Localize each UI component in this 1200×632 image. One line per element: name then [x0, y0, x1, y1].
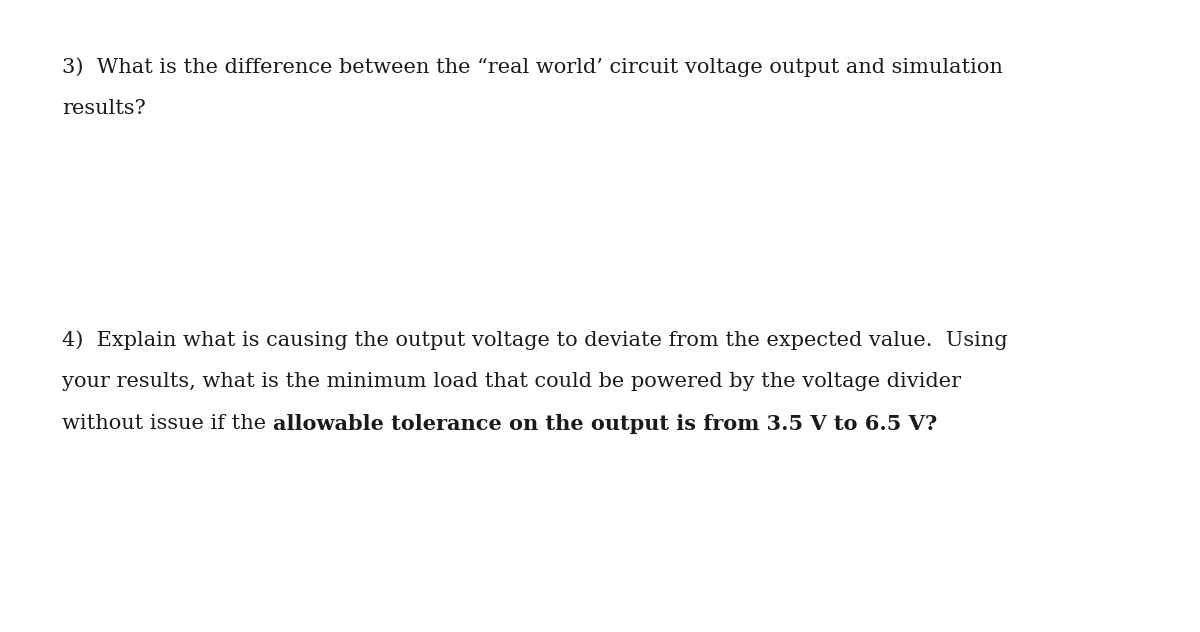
Text: without issue if the: without issue if the [62, 414, 272, 433]
Text: 4)  Explain what is causing the output voltage to deviate from the expected valu: 4) Explain what is causing the output vo… [62, 330, 1008, 349]
Text: 3)  What is the difference between the “real world’ circuit voltage output and s: 3) What is the difference between the “r… [62, 57, 1003, 76]
Text: results?: results? [62, 99, 145, 118]
Text: allowable tolerance on the output is from 3.5 V to 6.5 V?: allowable tolerance on the output is fro… [272, 414, 937, 434]
Text: your results, what is the minimum load that could be powered by the voltage divi: your results, what is the minimum load t… [62, 372, 961, 391]
